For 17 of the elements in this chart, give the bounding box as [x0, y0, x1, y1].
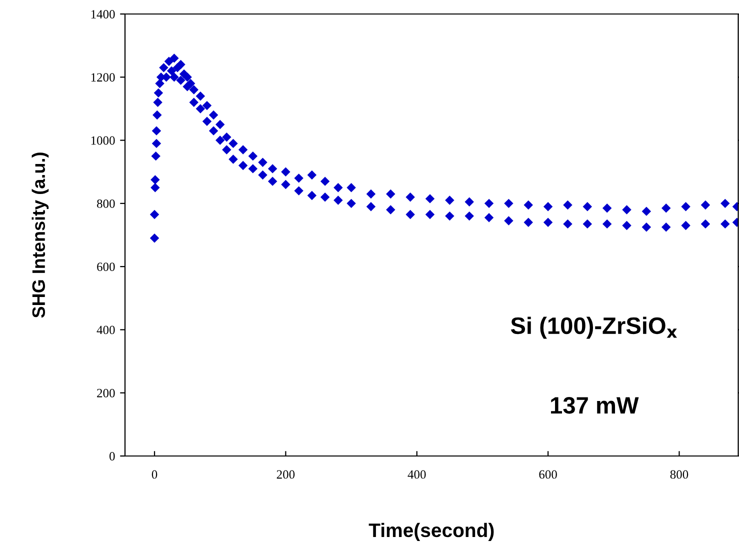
x-tick-label: 800 — [670, 470, 688, 479]
y-tick-label: 0 — [110, 452, 115, 460]
x-tick-label: 600 — [539, 470, 557, 479]
x-tick-label: 0 — [152, 470, 158, 479]
y-tick-label: 600 — [97, 262, 115, 272]
y-axis-title: SHG Intensity (a.u.) — [32, 152, 49, 318]
x-axis-title: Time(second) — [368, 522, 494, 542]
y-tick-label: 800 — [97, 199, 115, 208]
y-tick-label: 1400 — [91, 10, 115, 18]
x-tick-label: 400 — [408, 470, 426, 479]
annotation: Si (100)-ZrSiO$_{x}$ — [510, 316, 677, 339]
y-tick-label: 400 — [96, 326, 115, 334]
y-tick-label: 1000 — [91, 136, 115, 145]
x-tick-label: 200 — [276, 470, 295, 479]
annotation: 137 mW — [551, 397, 639, 414]
y-tick-label: 1200 — [91, 73, 115, 82]
y-tick-label: 200 — [97, 388, 115, 398]
